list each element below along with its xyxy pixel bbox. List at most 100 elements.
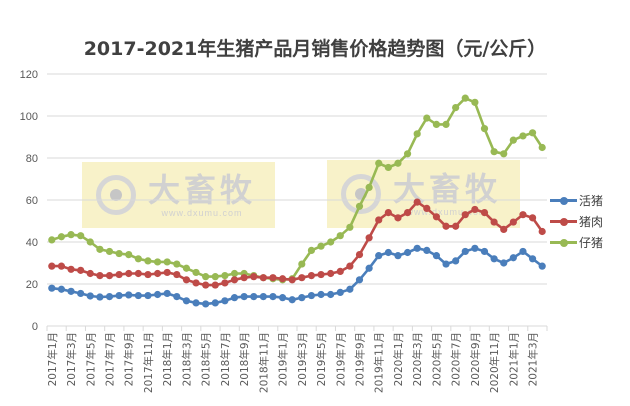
legend-marker-icon [550, 217, 577, 226]
data-point [471, 244, 479, 252]
legend-label: 猪肉 [579, 215, 604, 229]
data-point [259, 274, 267, 282]
data-point [125, 269, 133, 278]
data-point [355, 251, 364, 259]
data-point [528, 255, 537, 263]
x-tick-label: 2021年3月 [527, 332, 540, 386]
data-point [144, 257, 152, 265]
data-point [211, 299, 219, 307]
data-point [452, 104, 460, 112]
data-point [105, 247, 114, 256]
legend-marker-icon [550, 196, 577, 205]
data-point [57, 233, 66, 241]
y-tick-label: 20 [26, 279, 38, 291]
data-point [86, 238, 94, 246]
data-point [144, 291, 152, 300]
data-point [346, 285, 354, 293]
data-point [211, 273, 219, 281]
data-point [403, 150, 412, 158]
data-point [490, 255, 498, 263]
data-point [452, 257, 460, 265]
data-point [327, 269, 335, 278]
data-point [538, 227, 546, 236]
data-point [48, 236, 56, 244]
data-point [394, 159, 402, 167]
data-point [509, 218, 517, 226]
data-point [230, 276, 239, 284]
data-point [269, 274, 277, 282]
x-tick-label: 2017年11月 [142, 332, 155, 393]
x-tick-label: 2019年7月 [334, 332, 347, 386]
data-point [500, 259, 508, 267]
data-point [461, 94, 469, 102]
legend: 活猪 猪肉 仔猪 [550, 190, 603, 253]
data-point [259, 293, 267, 301]
data-point [221, 272, 229, 280]
data-point [375, 216, 383, 224]
legend-item-live-pig: 活猪 [550, 190, 603, 211]
data-point [336, 232, 344, 240]
x-tick-label: 2019年3月 [296, 332, 309, 386]
watermark-brand: 大畜牧 [393, 170, 502, 208]
data-point [317, 242, 325, 250]
y-tick-label: 40 [26, 237, 38, 249]
x-tick-label: 2017年9月 [123, 332, 136, 386]
data-point [250, 293, 258, 301]
data-point [423, 246, 431, 254]
x-tick-label: 2018年3月 [180, 332, 193, 386]
data-point [77, 232, 85, 240]
y-tick-label: 60 [26, 195, 38, 207]
data-point [125, 291, 133, 299]
data-point [173, 270, 181, 279]
data-point [509, 136, 517, 144]
watermark-brand: 大畜牧 [148, 171, 257, 209]
data-point [384, 248, 392, 257]
data-point [67, 287, 75, 295]
data-point [355, 276, 364, 284]
y-tick-label: 80 [26, 153, 38, 165]
data-point [269, 293, 277, 301]
data-point [163, 258, 171, 266]
data-point [86, 269, 94, 278]
data-point [490, 148, 498, 156]
data-point [365, 183, 373, 191]
data-point [442, 260, 450, 268]
data-point [413, 198, 421, 206]
data-point [423, 204, 431, 212]
data-point [375, 159, 383, 167]
x-tick-label: 2020年9月 [469, 332, 482, 386]
data-point [480, 209, 489, 217]
watermark-url: www.dxumu.com [406, 207, 488, 217]
data-point [48, 262, 56, 270]
data-point [182, 297, 191, 305]
data-point [336, 288, 344, 296]
data-point [375, 252, 383, 260]
legend-item-pork: 猪肉 [550, 211, 603, 232]
data-point [346, 262, 354, 270]
data-point [298, 260, 306, 268]
data-point [471, 98, 479, 106]
data-point [202, 273, 210, 281]
data-point [134, 255, 142, 263]
data-point [500, 150, 508, 158]
data-point [163, 268, 171, 277]
data-point [288, 276, 296, 284]
data-point [192, 279, 200, 287]
data-point [105, 293, 114, 301]
data-point [221, 279, 229, 287]
data-point [144, 270, 152, 279]
data-point [413, 130, 421, 138]
data-point [77, 266, 85, 274]
data-point [153, 290, 162, 299]
data-point [48, 284, 56, 292]
data-point [115, 249, 123, 258]
data-point [538, 143, 546, 152]
data-point [461, 247, 469, 256]
data-point [452, 222, 460, 230]
data-point [432, 120, 441, 128]
data-point [298, 274, 306, 282]
data-point [519, 132, 527, 140]
data-point [96, 293, 104, 301]
data-point [240, 274, 248, 282]
